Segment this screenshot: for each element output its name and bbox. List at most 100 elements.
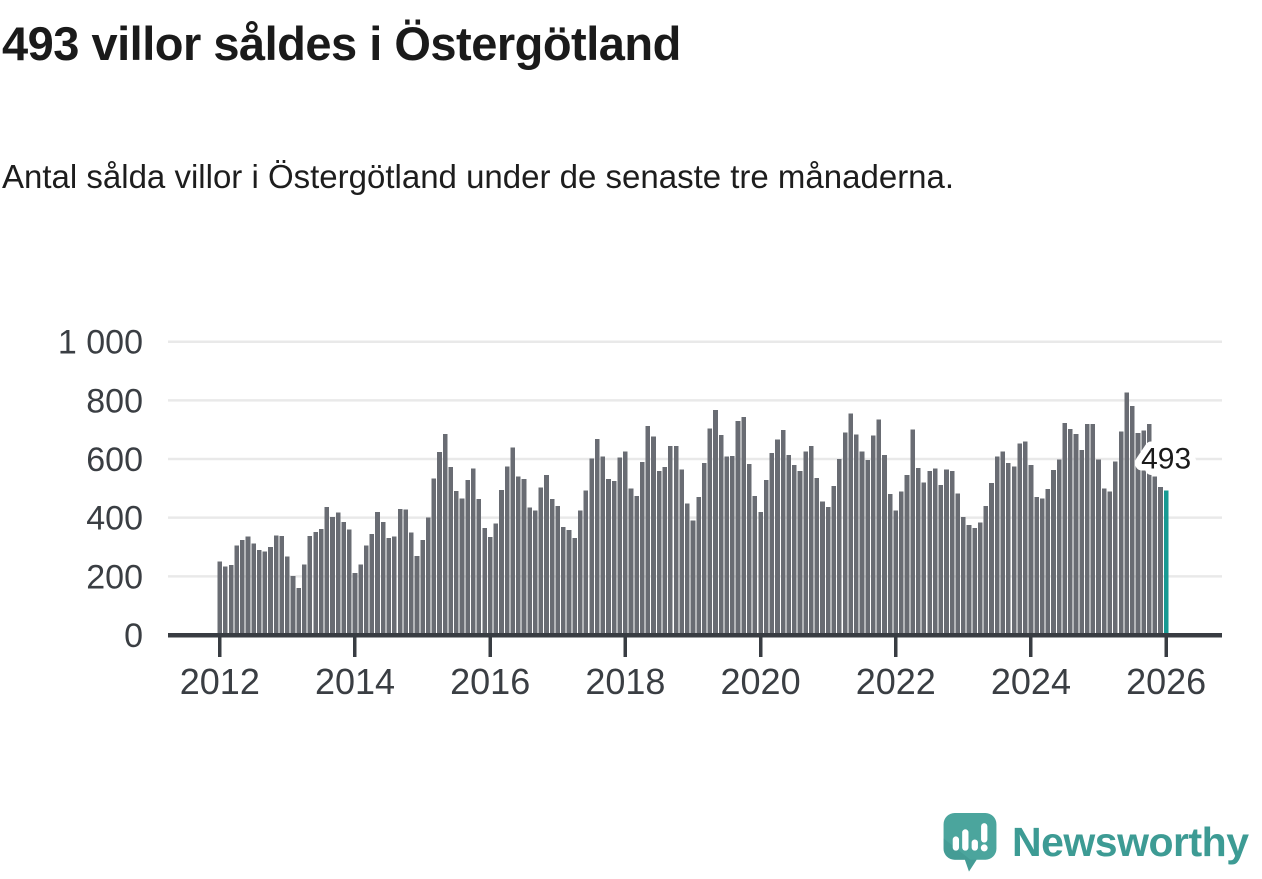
bar (763, 480, 769, 635)
bar (803, 451, 808, 635)
bar (713, 410, 718, 635)
bar (414, 555, 420, 635)
bar (594, 439, 600, 635)
bar (1062, 422, 1068, 635)
bar (639, 461, 645, 635)
bar (707, 428, 713, 635)
bar (1146, 424, 1152, 635)
bar (1011, 466, 1017, 635)
bar (549, 498, 555, 635)
bar (600, 456, 606, 635)
bar (1158, 486, 1163, 635)
bar (724, 456, 730, 635)
bar (735, 420, 741, 635)
bar (656, 471, 662, 635)
bar (668, 446, 673, 635)
x-axis-tick-label: 2014 (315, 661, 395, 702)
bar (645, 426, 651, 635)
bar (459, 498, 465, 635)
bar (651, 436, 656, 635)
bar (1079, 449, 1084, 635)
bar (808, 446, 814, 635)
bar (972, 528, 977, 635)
bar (578, 510, 583, 635)
bar (1039, 498, 1045, 635)
bar (1152, 476, 1158, 635)
bar (617, 457, 623, 635)
last-value-label: 493 (1141, 442, 1191, 475)
bar (352, 572, 358, 635)
bar (769, 452, 775, 635)
bar (589, 458, 594, 635)
bar (837, 459, 842, 635)
x-axis-tick-label: 2020 (721, 661, 801, 702)
bar (510, 447, 516, 635)
bar (628, 488, 634, 635)
bar (1090, 423, 1096, 635)
bar (927, 470, 932, 635)
bar (572, 538, 577, 635)
bar (994, 456, 1000, 635)
bar (470, 468, 476, 635)
bar (544, 475, 549, 635)
highlighted-bar (1163, 490, 1169, 635)
bar (341, 522, 347, 635)
bar (679, 469, 685, 635)
x-axis-tick-label: 2018 (585, 661, 665, 702)
bar (493, 523, 499, 635)
bar (921, 482, 927, 635)
bar (1068, 429, 1073, 635)
bar (859, 451, 865, 635)
bar (1000, 451, 1006, 635)
x-axis-tick-label: 2012 (180, 661, 260, 702)
bar (499, 490, 504, 635)
bar (797, 471, 803, 635)
bar (369, 533, 375, 635)
bar (730, 455, 735, 635)
bar (701, 462, 707, 635)
bar (915, 467, 921, 635)
bar (606, 478, 611, 635)
bar (910, 429, 915, 635)
x-axis-tick-label: 2024 (991, 661, 1071, 702)
bar (1101, 488, 1107, 635)
bar (1130, 405, 1135, 635)
bar (487, 537, 493, 635)
bar (251, 543, 256, 635)
bar (904, 475, 910, 635)
bar (820, 501, 825, 635)
bar (256, 549, 262, 635)
brand-wordmark: Newsworthy (1012, 819, 1249, 865)
bar (347, 529, 352, 635)
bar (758, 511, 763, 635)
bar (335, 512, 341, 635)
bar (1124, 392, 1130, 635)
bar (955, 493, 961, 635)
bar (532, 510, 538, 635)
bar (234, 545, 239, 635)
bar (290, 575, 296, 635)
bar (944, 469, 949, 635)
y-axis-tick-label: 400 (86, 500, 143, 538)
bar (504, 466, 510, 635)
bar (718, 434, 724, 635)
bar (876, 419, 882, 635)
bar (747, 464, 752, 635)
y-axis-tick-label: 800 (86, 382, 143, 420)
bar (285, 556, 290, 635)
bar (792, 464, 797, 635)
bar (690, 520, 696, 635)
bar (437, 451, 442, 635)
y-axis-tick-label: 1 000 (58, 324, 143, 362)
bar (425, 517, 431, 635)
bar (1141, 430, 1146, 635)
bar (865, 459, 870, 635)
x-axis-tick-label: 2026 (1126, 661, 1206, 702)
bar (521, 478, 527, 635)
bar (358, 564, 363, 635)
bar (741, 416, 746, 635)
bar (482, 528, 487, 635)
bar (685, 503, 690, 635)
bar (887, 493, 893, 635)
bar (245, 536, 251, 635)
